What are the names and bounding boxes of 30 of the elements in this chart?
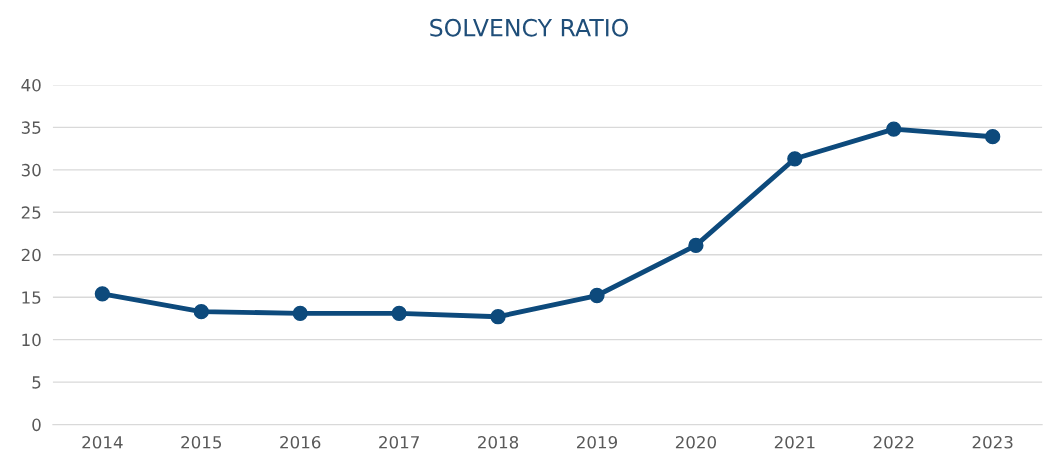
- point: [490, 309, 506, 325]
- y-tick-label: 0: [32, 418, 41, 432]
- point: [391, 305, 407, 321]
- x-tick-label: 2019: [576, 435, 618, 449]
- point: [94, 286, 111, 302]
- x-tick-label: 2022: [873, 435, 914, 449]
- point: [886, 121, 902, 137]
- x-tick-label: 2015: [181, 435, 222, 449]
- x-tick-label: 2016: [280, 435, 321, 449]
- chart-title: SOLVENCY RATIO: [430, 18, 628, 37]
- x-tick-label: 2017: [379, 435, 419, 449]
- point: [787, 151, 803, 167]
- point: [193, 303, 209, 320]
- x-tick-label: 2021: [774, 435, 815, 449]
- y-tick-label: 35: [21, 121, 41, 134]
- x-tick-label: 2020: [675, 435, 716, 449]
- y-tick-label: 30: [21, 163, 41, 177]
- point: [688, 237, 704, 254]
- point: [589, 287, 605, 304]
- x-tick-label: 2023: [972, 435, 1013, 449]
- y-tick-label: 40: [21, 78, 41, 92]
- y-tick-label: 15: [22, 291, 41, 304]
- y-tick-label: 5: [32, 376, 41, 389]
- x-tick-label: 2018: [478, 435, 519, 449]
- y-tick-label: 25: [21, 206, 41, 219]
- y-tick-label: 20: [21, 248, 41, 262]
- point: [292, 305, 308, 321]
- x-tick-label: 2014: [82, 435, 123, 449]
- point: [985, 129, 1001, 145]
- y-tick-label: 10: [22, 333, 41, 347]
